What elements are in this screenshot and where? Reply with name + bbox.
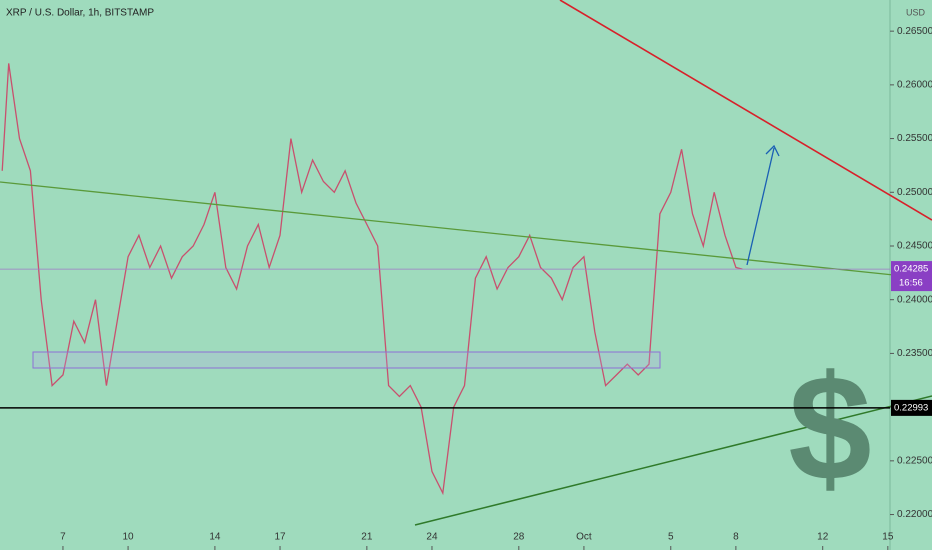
dollar-icon: $ [788, 344, 871, 512]
trend-line [0, 181, 932, 280]
y-tick-label: 0.24000 [897, 294, 932, 305]
range-box [32, 351, 661, 369]
last-price-label: 0.24285 [894, 264, 928, 275]
y-tick-label: 0.24500 [897, 241, 932, 252]
x-tick-label: 15 [882, 532, 894, 543]
support-label: 0.22993 [894, 402, 928, 413]
plot [1, 63, 743, 496]
currency-label: USD [906, 7, 926, 17]
x-tick-label: 28 [513, 532, 525, 543]
y-tick-label: 0.26000 [897, 80, 932, 91]
x-tick-label: 21 [361, 532, 373, 543]
countdown-label: 16:56 [899, 278, 923, 289]
x-tick-label: 8 [733, 532, 739, 543]
x-tick-label: 10 [123, 532, 135, 543]
last-price-tag [891, 261, 932, 292]
arrow-head [765, 144, 780, 157]
resistance-line [559, 0, 932, 221]
x-tick-label: 17 [274, 532, 286, 543]
trend-line [414, 395, 932, 526]
y-tick-label: 0.26500 [897, 26, 932, 37]
x-tick-label: 7 [60, 532, 66, 543]
chart-title: XRP / U.S. Dollar, 1h, BITSTAMP [6, 8, 154, 19]
x-tick-label: 24 [426, 532, 438, 543]
price-line [1, 63, 743, 496]
y-tick-label: 0.25500 [897, 133, 932, 144]
x-tick-label: 5 [668, 532, 674, 543]
x-tick-label: 14 [209, 532, 221, 543]
support-tag [891, 399, 932, 416]
x-tick-label: Oct [576, 532, 592, 543]
x-tick-label: 12 [817, 532, 829, 543]
y-tick-label: 0.22000 [897, 509, 932, 520]
y-tick-label: 0.25000 [897, 187, 932, 198]
y-tick-label: 0.22500 [897, 455, 932, 466]
projection-arrow [746, 147, 775, 266]
y-tick-label: 0.23500 [897, 348, 932, 359]
